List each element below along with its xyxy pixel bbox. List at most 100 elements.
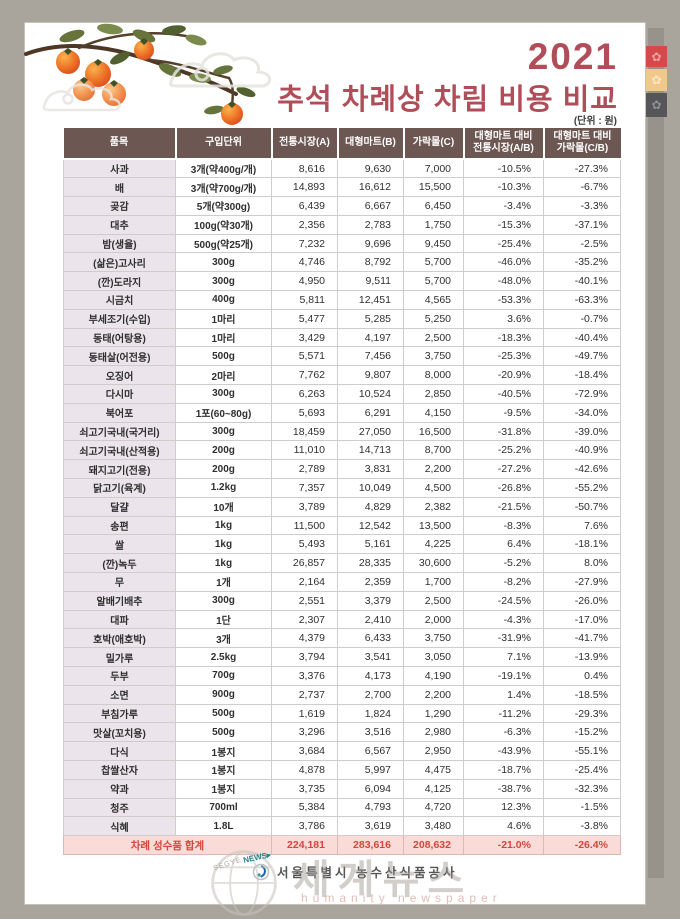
diff-ab-cell: -25.4% (463, 233, 544, 254)
diff-ab-cell: -9.5% (463, 402, 544, 423)
total-label: 차례 성수품 합계 (63, 835, 272, 856)
diff-ab-cell: -43.9% (463, 741, 544, 761)
unit-cell: 1봉지 (175, 778, 272, 799)
diff-cb-cell: -32.3% (543, 778, 621, 799)
table-row: 동태살(어전용) 500g 5,571 7,456 3,750 -25.3% -49.7% (63, 346, 621, 367)
price-traditional-cell: 7,762 (271, 365, 338, 386)
table-row: 북어포 1포(60~80g) 5,693 6,291 4,150 -9.5% -34.0% (63, 402, 621, 423)
diff-ab-cell: -4.3% (463, 609, 544, 630)
price-traditional-cell: 4,379 (271, 628, 338, 649)
price-mart-cell: 2,410 (337, 609, 404, 630)
price-traditional-cell: 14,893 (271, 177, 338, 198)
price-garak-cell: 4,565 (403, 290, 464, 310)
price-mart-cell: 9,630 (337, 158, 404, 179)
item-cell: 동태살(어전용) (63, 346, 176, 367)
table-row: 동태(어탕용) 1마리 3,429 4,197 2,500 -18.3% -40.4% (63, 327, 621, 348)
price-mart-cell: 5,161 (337, 534, 404, 555)
price-traditional-cell: 3,789 (271, 496, 338, 517)
price-garak-cell: 3,750 (403, 346, 464, 367)
item-cell: 동태(어탕용) (63, 327, 176, 348)
unit-cell: 300g (175, 590, 272, 611)
diff-ab-cell: -19.1% (463, 666, 544, 686)
price-garak-cell: 4,125 (403, 778, 464, 799)
item-cell: 쇠고기국내(산적용) (63, 440, 176, 461)
item-cell: 오징어 (63, 365, 176, 386)
table-row: 호박(애호박) 3개 4,379 6,433 3,750 -31.9% -41.7% (63, 628, 621, 649)
price-garak-cell: 3,480 (403, 816, 464, 837)
total-traditional: 224,181 (271, 835, 338, 856)
price-garak-cell: 2,000 (403, 609, 464, 630)
stamp-column: ✿ ✿ ✿ (646, 46, 668, 119)
item-cell: 알배기배추 (63, 590, 176, 611)
total-diff-ab: -21.0% (463, 835, 544, 856)
item-cell: (삶은)고사리 (63, 252, 176, 273)
diff-ab-cell: -53.3% (463, 290, 544, 310)
price-traditional-cell: 4,950 (271, 271, 338, 292)
column-header: 구입단위 (174, 128, 272, 160)
table-row: 밀가루 2.5kg 3,794 3,541 3,050 7.1% -13.9% (63, 647, 621, 668)
price-mart-cell: 27,050 (337, 421, 404, 442)
price-mart-cell: 3,541 (337, 647, 404, 668)
table-row: 닭고기(육계) 1.2kg 7,357 10,049 4,500 -26.8% -55.2% (63, 478, 621, 498)
diff-cb-cell: -41.7% (543, 628, 621, 649)
diff-cb-cell: -55.2% (543, 478, 621, 498)
item-cell: 밤(생율) (63, 233, 176, 254)
price-garak-cell: 1,750 (403, 214, 464, 235)
unit-cell: 1마리 (175, 327, 272, 348)
table-row: 다시마 300g 6,263 10,524 2,850 -40.5% -72.9% (63, 384, 621, 404)
diff-ab-cell: -18.3% (463, 327, 544, 348)
diff-ab-cell: -27.2% (463, 459, 544, 480)
price-garak-cell: 6,450 (403, 196, 464, 216)
unit-cell: 1.8L (175, 816, 272, 837)
table-row: 부침가루 500g 1,619 1,824 1,290 -11.2% -29.3% (63, 703, 621, 724)
table-row: 쌀 1kg 5,493 5,161 4,225 6.4% -18.1% (63, 534, 621, 555)
diff-cb-cell: -72.9% (543, 384, 621, 404)
price-traditional-cell: 11,500 (271, 515, 338, 536)
footer: 서울특별시 농수산식품공사 (252, 862, 457, 881)
diff-ab-cell: -6.3% (463, 722, 544, 743)
table-row: 약과 1봉지 3,735 6,094 4,125 -38.7% -32.3% (63, 778, 621, 799)
price-mart-cell: 6,567 (337, 741, 404, 761)
diff-cb-cell: -55.1% (543, 741, 621, 761)
unit-cell: 900g (175, 684, 272, 705)
unit-cell: 1단 (175, 609, 272, 630)
price-mart-cell: 16,612 (337, 177, 404, 198)
item-cell: 다시마 (63, 384, 176, 404)
table-row: 찹쌀산자 1봉지 4,878 5,997 4,475 -18.7% -25.4% (63, 760, 621, 780)
unit-cell: 1kg (175, 515, 272, 536)
price-garak-cell: 5,700 (403, 252, 464, 273)
price-traditional-cell: 8,616 (271, 158, 338, 179)
unit-cell: 5개(약300g) (175, 196, 272, 216)
page-edge-strip (648, 28, 664, 878)
item-cell: 송편 (63, 515, 176, 536)
price-traditional-cell: 2,789 (271, 459, 338, 480)
price-mart-cell: 10,524 (337, 384, 404, 404)
table-row: 오징어 2마리 7,762 9,807 8,000 -20.9% -18.4% (63, 365, 621, 386)
item-cell: 달걀 (63, 496, 176, 517)
price-mart-cell: 2,359 (337, 572, 404, 592)
price-garak-cell: 4,150 (403, 402, 464, 423)
diff-cb-cell: -34.0% (543, 402, 621, 423)
item-cell: 밀가루 (63, 647, 176, 668)
price-mart-cell: 12,451 (337, 290, 404, 310)
unit-cell: 1봉지 (175, 760, 272, 780)
unit-cell: 300g (175, 252, 272, 273)
price-mart-cell: 3,516 (337, 722, 404, 743)
table-row: 밤(생율) 500g(약25개) 7,232 9,696 9,450 -25.4% -2.5… (63, 233, 621, 254)
unit-cell: 300g (175, 384, 272, 404)
price-garak-cell: 2,980 (403, 722, 464, 743)
table-row: (깐)녹두 1kg 26,857 28,335 30,600 -5.2% 8.0% (63, 553, 621, 574)
price-garak-cell: 8,000 (403, 365, 464, 386)
diff-ab-cell: -3.4% (463, 196, 544, 216)
unit-cell: 2.5kg (175, 647, 272, 668)
diff-cb-cell: -2.5% (543, 233, 621, 254)
price-mart-cell: 4,197 (337, 327, 404, 348)
column-header: 대형마트 대비 전통시장(A/B) (462, 128, 544, 160)
price-traditional-cell: 26,857 (271, 553, 338, 574)
price-traditional-cell: 5,384 (271, 797, 338, 818)
diff-cb-cell: -40.4% (543, 327, 621, 348)
table-row: 두부 700g 3,376 4,173 4,190 -19.1% 0.4% (63, 666, 621, 686)
item-cell: 돼지고기(전용) (63, 459, 176, 480)
flower-medallion-icon-amber: ✿ (646, 69, 667, 91)
